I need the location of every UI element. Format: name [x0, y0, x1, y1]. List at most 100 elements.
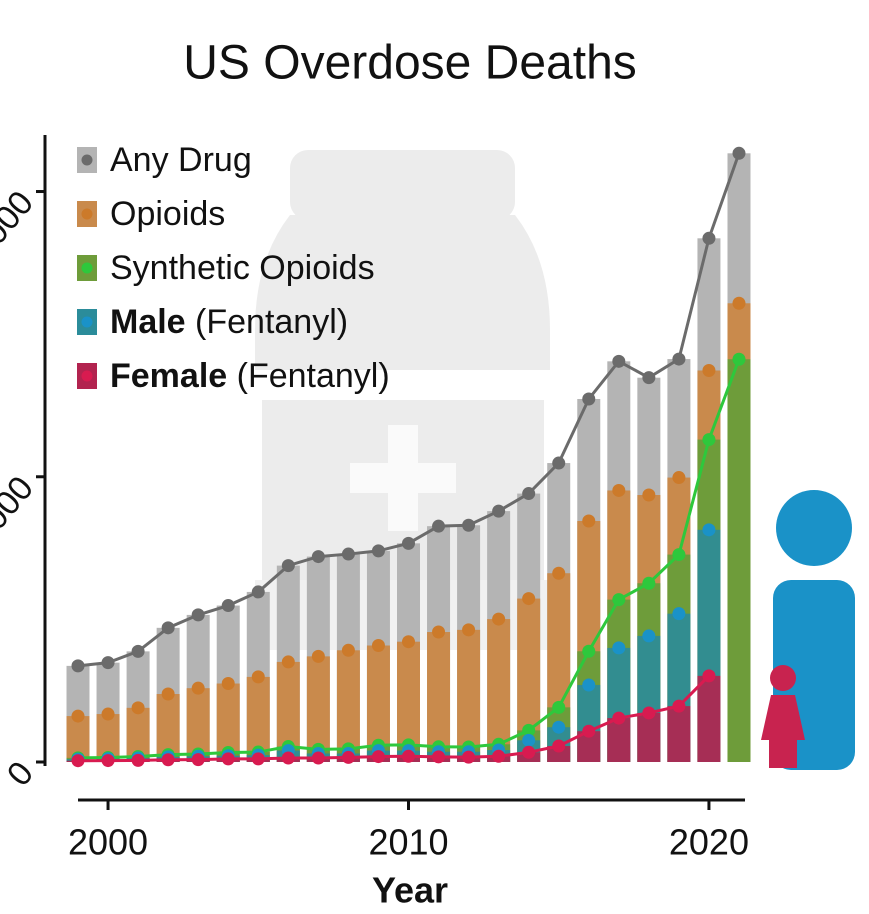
point — [281, 655, 295, 669]
point — [642, 706, 656, 720]
point — [612, 711, 626, 725]
point — [552, 720, 566, 734]
point — [371, 750, 385, 764]
point — [462, 750, 476, 764]
point — [702, 523, 716, 537]
person-icons — [761, 490, 855, 770]
point — [672, 352, 686, 366]
point — [582, 514, 596, 528]
legend-dot — [81, 154, 93, 166]
point — [251, 585, 265, 599]
bar — [126, 707, 150, 762]
point — [251, 752, 265, 766]
bar — [727, 359, 751, 762]
legend-label: Female (Fentanyl) — [110, 357, 390, 395]
point — [311, 751, 325, 765]
point — [642, 488, 656, 502]
point — [732, 146, 746, 160]
point — [492, 504, 506, 518]
point — [702, 669, 716, 683]
point — [612, 641, 626, 655]
bar — [396, 641, 420, 762]
point — [101, 754, 115, 768]
point — [732, 296, 746, 310]
bar — [186, 688, 210, 762]
point — [672, 699, 686, 713]
bar — [66, 716, 90, 762]
point — [371, 638, 385, 652]
point — [612, 593, 626, 607]
bar — [667, 706, 691, 762]
point — [101, 656, 115, 670]
point — [702, 231, 716, 245]
bar — [216, 683, 240, 762]
y-tick-label: 100000 — [0, 184, 41, 295]
point — [251, 670, 265, 684]
point — [341, 643, 355, 657]
series-line — [77, 674, 711, 763]
legend-label: Any Drug — [110, 141, 252, 179]
legend-label: Synthetic Opioids — [110, 249, 375, 287]
bar — [637, 712, 661, 762]
chart-title: US Overdose Deaths — [183, 37, 637, 90]
point — [101, 707, 115, 721]
point — [71, 709, 85, 723]
point — [401, 749, 415, 763]
bar — [517, 598, 541, 762]
point — [131, 644, 145, 658]
point — [71, 659, 85, 673]
point — [522, 723, 536, 737]
point — [612, 354, 626, 368]
point — [522, 733, 536, 747]
series-points — [71, 669, 716, 768]
point — [131, 753, 145, 767]
point — [672, 471, 686, 485]
y-tick-label: 0 — [0, 754, 41, 793]
point — [161, 621, 175, 635]
bar — [697, 675, 721, 762]
point — [492, 612, 506, 626]
bar — [156, 693, 180, 762]
bar — [457, 629, 481, 762]
point — [371, 544, 385, 558]
point — [131, 701, 145, 715]
point — [612, 483, 626, 497]
x-tick-label: 2010 — [368, 822, 448, 863]
point — [462, 518, 476, 532]
point — [311, 550, 325, 564]
point — [432, 750, 446, 764]
legend-dot — [81, 208, 93, 220]
bar — [336, 650, 360, 762]
point — [191, 753, 205, 767]
point — [161, 753, 175, 767]
point — [221, 599, 235, 613]
legend-label: Opioids — [110, 195, 225, 233]
point — [522, 487, 536, 501]
legend-label: Male (Fentanyl) — [110, 303, 348, 341]
point — [221, 752, 235, 766]
point — [642, 629, 656, 643]
bar — [306, 656, 330, 762]
series-points — [71, 146, 746, 673]
point — [401, 536, 415, 550]
series-points — [71, 296, 746, 723]
point — [672, 607, 686, 621]
point — [582, 724, 596, 738]
point — [161, 687, 175, 701]
x-tick-label: 2020 — [669, 822, 749, 863]
point — [642, 576, 656, 590]
point — [191, 608, 205, 622]
point — [522, 592, 536, 606]
legend-dot — [81, 370, 93, 382]
point — [672, 548, 686, 562]
point — [311, 649, 325, 663]
point — [732, 352, 746, 366]
x-tick-label: 2000 — [68, 822, 148, 863]
point — [281, 751, 295, 765]
point — [642, 371, 656, 385]
point — [582, 644, 596, 658]
point — [71, 754, 85, 768]
bar — [487, 619, 511, 762]
legend: Any Drug Opioids Synthetic Opioids Male (Fe… — [77, 141, 390, 395]
